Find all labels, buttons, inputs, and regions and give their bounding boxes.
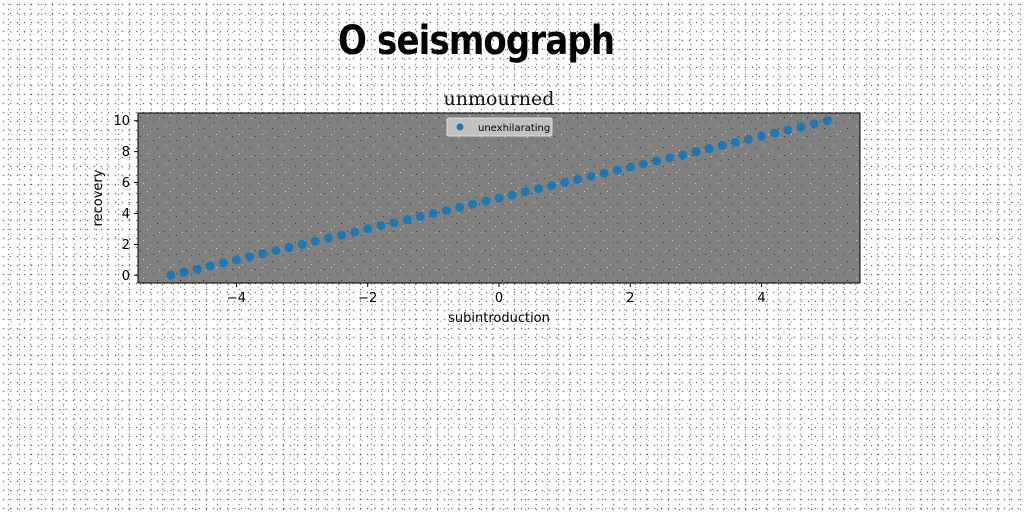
scatter-point: [402, 215, 412, 225]
scatter-point: [245, 252, 255, 262]
scatter-point: [822, 116, 832, 126]
scatter-point: [717, 140, 727, 150]
scatter-point: [415, 212, 425, 222]
y-axis-ticks: 0 2 4 6 8 10: [113, 114, 138, 284]
scatter-point: [625, 162, 635, 172]
legend: unexhilarating: [446, 117, 553, 137]
legend-marker: [456, 123, 464, 131]
scatter-point: [573, 174, 583, 184]
y-axis-label: recovery: [91, 169, 106, 226]
x-tick-label: 2: [626, 291, 634, 306]
scatter-point: [586, 171, 596, 181]
y-tick-label: 0: [122, 269, 130, 284]
scatter-point: [612, 165, 622, 175]
scatter-point: [743, 134, 753, 144]
scatter-point: [336, 230, 346, 240]
scatter-point: [297, 239, 307, 249]
x-axis-ticks: −4 −2 0 2 4: [227, 283, 766, 306]
figure-suptitle: O seismograph: [338, 18, 615, 64]
scatter-point: [770, 128, 780, 138]
scatter-point: [730, 137, 740, 147]
scatter-point: [560, 178, 570, 188]
scatter-point: [350, 227, 360, 237]
axes-title: unmourned: [444, 88, 555, 110]
scatter-point: [809, 119, 819, 129]
scatter-point: [678, 150, 688, 160]
y-tick-label: 8: [122, 145, 130, 160]
y-tick-label: 2: [122, 238, 130, 253]
y-tick-label: 10: [113, 114, 130, 129]
scatter-point: [468, 199, 478, 209]
x-axis-label: subintroduction: [448, 311, 550, 326]
y-tick-label: 6: [122, 176, 130, 191]
scatter-point: [428, 208, 438, 218]
scatter-point: [441, 205, 451, 215]
scatter-point: [691, 147, 701, 157]
scatter-point: [166, 270, 176, 280]
scatter-point: [310, 236, 320, 246]
scatter-point: [520, 187, 530, 197]
x-tick-label: −2: [358, 291, 377, 306]
legend-box: [446, 117, 553, 137]
scatter-point: [652, 156, 662, 166]
scatter-point: [271, 246, 281, 256]
scatter-point: [363, 224, 373, 234]
scatter-point: [507, 190, 517, 200]
scatter-point: [494, 193, 504, 203]
scatter-point: [638, 159, 648, 169]
scatter-point: [258, 249, 268, 259]
scatter-point: [665, 153, 675, 163]
scatter-point: [218, 258, 228, 268]
scatter-point: [599, 168, 609, 178]
scatter-series-unexhilarating: [166, 116, 832, 280]
scatter-point: [455, 202, 465, 212]
scatter-point: [323, 233, 333, 243]
scatter-point: [783, 125, 793, 135]
scatter-point: [205, 261, 215, 271]
scatter-point: [533, 184, 543, 194]
scatter-point: [284, 242, 294, 252]
scatter-point: [704, 144, 714, 154]
scatter-point: [376, 221, 386, 231]
y-tick-label: 4: [122, 207, 130, 222]
scatter-point: [231, 255, 241, 265]
scatter-point: [547, 181, 557, 191]
legend-label: unexhilarating: [478, 123, 550, 134]
scatter-point: [796, 122, 806, 132]
scatter-point: [192, 264, 202, 274]
scatter-point: [389, 218, 399, 228]
scatter-point: [179, 267, 189, 277]
scatter-point: [481, 196, 491, 206]
scatter-point: [757, 131, 767, 141]
x-tick-label: 4: [757, 291, 765, 306]
x-tick-label: 0: [495, 291, 503, 306]
x-tick-label: −4: [227, 291, 246, 306]
